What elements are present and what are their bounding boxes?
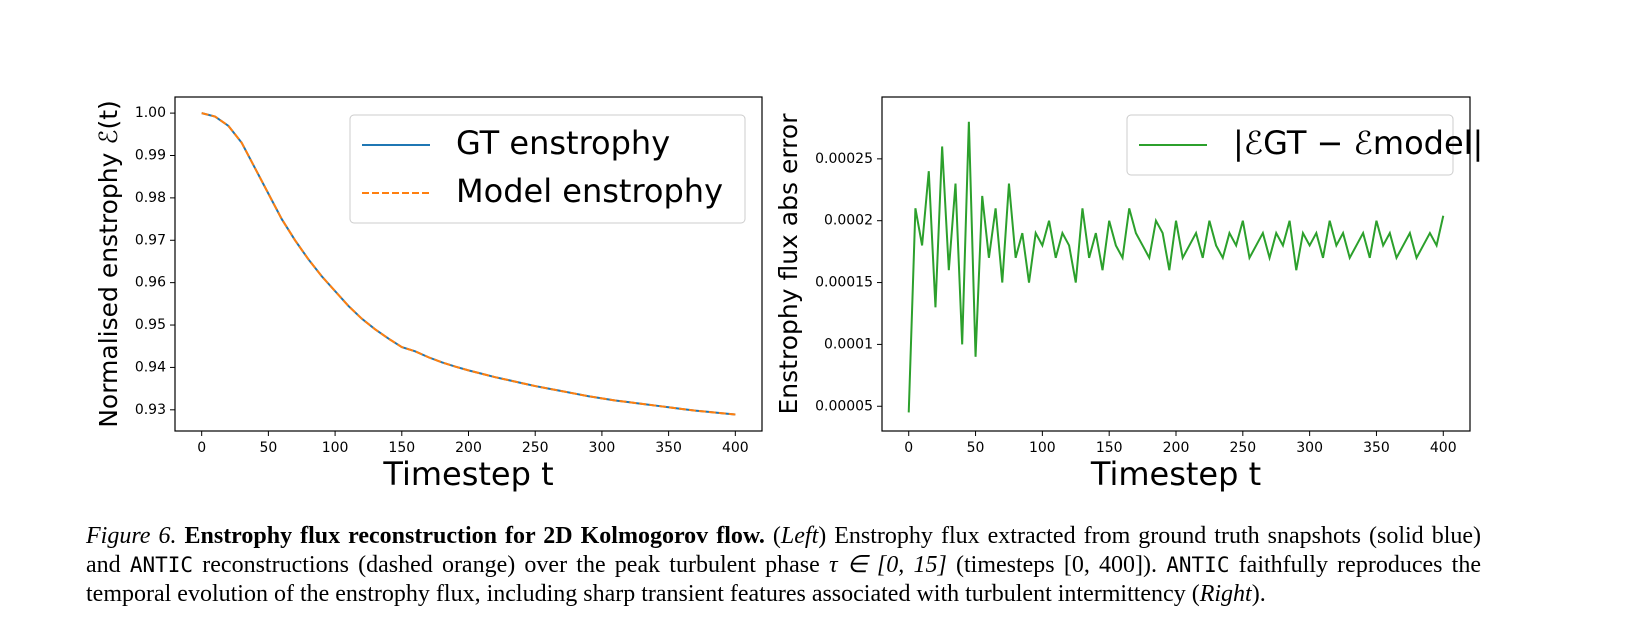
caption-label: Figure 6. bbox=[86, 523, 177, 549]
x-tick-label: 400 bbox=[1430, 440, 1457, 456]
legend-frame bbox=[349, 114, 746, 224]
y-tick-label: 0.00025 bbox=[815, 151, 873, 167]
legend-label: GT enstrophy bbox=[456, 124, 670, 162]
x-axis-label: Timestep t bbox=[382, 455, 553, 493]
y-axis-label: Enstrophy flux abs error bbox=[774, 113, 803, 415]
x-tick-label: 0 bbox=[904, 440, 913, 456]
legend-label: Model enstrophy bbox=[456, 172, 723, 210]
y-axis-label: Normalised enstrophy ℰ(t) bbox=[94, 100, 123, 428]
x-tick-label: 150 bbox=[1096, 440, 1123, 456]
caption-text: (timesteps bbox=[946, 552, 1064, 578]
x-tick-label: 0 bbox=[197, 440, 206, 456]
y-tick-label: 0.0002 bbox=[824, 213, 873, 229]
caption-text: ) Enstrophy flux extracted from ground t… bbox=[86, 523, 1482, 578]
caption-title: Enstrophy flux reconstruction for 2D Kol… bbox=[176, 523, 765, 549]
caption-text: ). bbox=[1143, 552, 1167, 578]
y-tick-label: 1.00 bbox=[135, 105, 166, 121]
y-tick-label: 0.00005 bbox=[815, 398, 873, 414]
data-line bbox=[907, 121, 1445, 413]
y-tick-label: 0.94 bbox=[135, 359, 166, 375]
axes-frame bbox=[174, 96, 763, 432]
y-tick-label: 0.93 bbox=[135, 402, 166, 418]
x-axis-label: Timestep t bbox=[1090, 455, 1261, 493]
axes-frame bbox=[881, 96, 1471, 432]
x-tick-label: 250 bbox=[1229, 440, 1256, 456]
data-line bbox=[201, 112, 736, 416]
y-tick-label: 0.00015 bbox=[815, 275, 873, 291]
caption: Figure 6. Enstrophy flux reconstruction … bbox=[86, 522, 1481, 609]
x-tick-label: 50 bbox=[259, 440, 277, 456]
caption-text: Left bbox=[780, 523, 819, 549]
caption-text: faithfully reproduces the temporal evolu… bbox=[86, 552, 1481, 607]
x-tick-label: 200 bbox=[1163, 440, 1190, 456]
caption-text: Right bbox=[1199, 581, 1252, 607]
caption-text: ANTIC bbox=[129, 553, 194, 577]
x-tick-label: 300 bbox=[589, 440, 616, 456]
caption-text: ). bbox=[1251, 581, 1266, 607]
y-tick-label: 0.98 bbox=[135, 190, 166, 206]
x-tick-label: 400 bbox=[722, 440, 749, 456]
x-tick-label: 100 bbox=[1029, 440, 1056, 456]
x-tick-label: 300 bbox=[1296, 440, 1323, 456]
caption-text: ANTIC bbox=[1166, 553, 1230, 577]
x-tick-label: 150 bbox=[388, 440, 415, 456]
figure: 0 50 100 150 200 250 300 350 400 1.00 0.99 0.98 0.97… bbox=[94, 96, 1483, 493]
y-tick-label: 0.97 bbox=[135, 232, 166, 248]
legend-label: |ℰGT − ℰmodel| bbox=[1233, 124, 1483, 162]
y-tick-label: 0.99 bbox=[135, 147, 166, 163]
caption-math: [0, 400] bbox=[1063, 552, 1144, 578]
y-tick-label: 0.0001 bbox=[824, 336, 873, 352]
y-tick-label: 0.95 bbox=[135, 317, 166, 333]
caption-text: reconstructions (dashed orange) over the… bbox=[193, 552, 830, 578]
y-tick-label: 0.96 bbox=[135, 275, 166, 291]
x-tick-label: 50 bbox=[967, 440, 985, 456]
legend-frame bbox=[1126, 114, 1454, 176]
x-tick-label: 250 bbox=[522, 440, 549, 456]
x-tick-label: 350 bbox=[1363, 440, 1390, 456]
x-tick-label: 100 bbox=[322, 440, 349, 456]
caption-math: τ ∈ [0, 15] bbox=[829, 552, 947, 578]
x-tick-label: 200 bbox=[455, 440, 482, 456]
caption-text: ( bbox=[764, 523, 781, 549]
x-tick-label: 350 bbox=[655, 440, 682, 456]
